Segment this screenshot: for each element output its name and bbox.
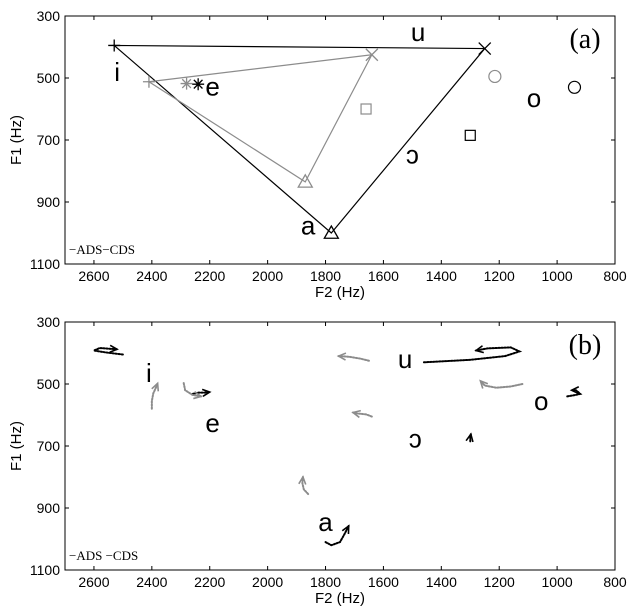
trajectory-ads-u-arrowhead bbox=[474, 345, 484, 354]
x-tick-label: 2600 bbox=[78, 574, 109, 590]
trajectory-cds-ɔ-arrowhead bbox=[351, 409, 361, 419]
x-axis-label: F2 (Hz) bbox=[315, 284, 365, 301]
vowel-label-3: o bbox=[527, 83, 541, 113]
trajectory-cds-u bbox=[337, 355, 370, 362]
y-tick-label: 1100 bbox=[30, 562, 60, 578]
marker-ads-ɔ bbox=[464, 129, 476, 141]
legend-text: −ADS−CDS bbox=[69, 242, 135, 257]
y-tick-label: 1100 bbox=[30, 256, 60, 272]
trajectory-ads-ɔ-arrowhead bbox=[465, 432, 474, 443]
vowel-triangle-cds bbox=[147, 54, 373, 183]
panel-b: 2600 2400 2200 2000 1800 1600 1400 1200 1000 800 3… bbox=[8, 314, 627, 607]
vowel-label-1: u bbox=[398, 344, 412, 374]
marker-cds-u bbox=[365, 48, 379, 62]
marker-ads-i bbox=[108, 39, 121, 52]
trajectory-ads-e-arrowhead bbox=[201, 388, 212, 397]
y-tick-label: 700 bbox=[37, 132, 61, 148]
trajectory-cds-a bbox=[301, 476, 310, 496]
trajectory-cds-ɔ bbox=[352, 411, 373, 418]
y-tick-label: 300 bbox=[37, 314, 61, 330]
trajectory-ads-i bbox=[90, 347, 124, 356]
marker-ads-o bbox=[567, 80, 582, 94]
vowel-label-3: e bbox=[205, 408, 219, 438]
marker-cds-e bbox=[180, 77, 193, 90]
vowel-label-0: u bbox=[411, 17, 425, 47]
x-tick-label: 1200 bbox=[484, 268, 515, 284]
marker-ads-u bbox=[478, 42, 492, 56]
trajectory-cds-a-arrowhead bbox=[298, 475, 307, 485]
marker-ads-e bbox=[192, 78, 205, 91]
trajectory-cds-e-arrowhead bbox=[193, 391, 203, 400]
x-tick-label: 1200 bbox=[484, 574, 515, 590]
trajectory-ads-o-arrowhead bbox=[569, 385, 580, 395]
trajectory-cds-o bbox=[479, 379, 524, 389]
trajectory-ads-o bbox=[566, 389, 583, 398]
vowel-triangle-ads bbox=[112, 44, 487, 234]
x-tick-label: 1400 bbox=[426, 574, 457, 590]
panel-a: 2600 2400 2200 2000 1800 1600 1400 1200 1000 800 3… bbox=[8, 8, 627, 301]
x-tick-label: 800 bbox=[603, 268, 627, 284]
trajectory-ads-i-arrowhead bbox=[109, 344, 119, 353]
x-tick-label: 2600 bbox=[78, 268, 109, 284]
trajectory-cds-u-arrowhead bbox=[336, 352, 347, 361]
y-tick-label: 900 bbox=[37, 500, 61, 516]
trajectory-ads-e bbox=[191, 391, 211, 395]
x-tick-label: 1000 bbox=[542, 268, 573, 284]
marker-cds-o bbox=[488, 69, 502, 84]
x-axis-label: F2 (Hz) bbox=[315, 590, 365, 607]
x-tick-label: 2200 bbox=[194, 574, 225, 590]
trajectory-ads-a-arrowhead bbox=[341, 524, 350, 534]
legend-text: −ADS −CDS bbox=[69, 548, 138, 563]
x-tick-label: 2400 bbox=[136, 268, 167, 284]
x-tick-label: 1000 bbox=[542, 574, 573, 590]
y-tick-label: 700 bbox=[37, 438, 61, 454]
x-tick-label: 2000 bbox=[252, 268, 283, 284]
x-tick-label: 1400 bbox=[426, 268, 457, 284]
vowel-label-4: ɔ bbox=[409, 423, 422, 453]
y-tick-label: 900 bbox=[37, 194, 61, 210]
trajectory-cds-e bbox=[182, 382, 203, 398]
trajectory-cds-i bbox=[150, 382, 159, 410]
x-tick-label: 800 bbox=[603, 574, 627, 590]
marker-cds-i bbox=[142, 75, 155, 88]
y-axis-label: F1 (Hz) bbox=[8, 421, 25, 471]
y-tick-label: 300 bbox=[37, 8, 61, 24]
trajectory-ads-u bbox=[422, 346, 523, 364]
vowel-label-5: a bbox=[318, 507, 333, 537]
x-tick-label: 1800 bbox=[310, 268, 341, 284]
vowel-label-4: ɔ bbox=[406, 140, 419, 170]
panel-label: (a) bbox=[569, 24, 600, 55]
x-tick-label: 1600 bbox=[368, 268, 399, 284]
x-tick-label: 1800 bbox=[310, 574, 341, 590]
vowel-label-5: a bbox=[301, 210, 316, 240]
panel-label: (b) bbox=[569, 330, 602, 361]
vowel-label-2: o bbox=[534, 386, 548, 416]
x-tick-label: 2200 bbox=[194, 268, 225, 284]
marker-cds-ɔ bbox=[360, 103, 372, 115]
x-tick-label: 2000 bbox=[252, 574, 283, 590]
y-tick-label: 500 bbox=[37, 376, 61, 392]
marker-cds-a bbox=[297, 173, 314, 188]
trajectory-cds-o-arrowhead bbox=[479, 379, 489, 389]
y-tick-label: 500 bbox=[37, 70, 61, 86]
x-tick-label: 2400 bbox=[136, 574, 167, 590]
trajectory-cds-i-arrowhead bbox=[151, 381, 160, 392]
vowel-label-0: i bbox=[146, 358, 152, 388]
y-axis-label: F1 (Hz) bbox=[8, 115, 25, 165]
vowel-label-2: e bbox=[205, 72, 219, 102]
trajectory-ads-a bbox=[324, 524, 350, 547]
vowel-label-1: i bbox=[114, 57, 120, 87]
x-tick-label: 1600 bbox=[368, 574, 399, 590]
plot-frame bbox=[64, 15, 616, 265]
marker-ads-a bbox=[323, 224, 340, 239]
